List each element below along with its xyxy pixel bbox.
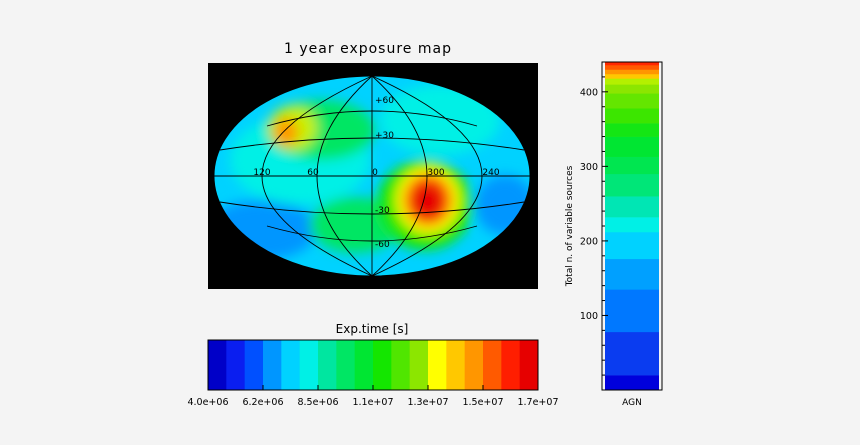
colorbar-cell (605, 108, 659, 124)
colorbar-cell (605, 64, 659, 70)
colorbar-cell (501, 340, 521, 390)
colorbar-cell (354, 340, 374, 390)
graticule (213, 75, 531, 277)
latitude-line (219, 201, 525, 215)
colorbar-cell (605, 289, 659, 333)
colorbar-tick-label: 200 (580, 236, 598, 247)
meridian-line (371, 75, 428, 277)
colorbar-tick-label: 100 (580, 311, 598, 322)
colorbar-cell (605, 231, 659, 260)
vertical-colorbar (605, 62, 659, 391)
colorbar-tick-label: 300 (580, 162, 598, 173)
lat-label: -30 (375, 206, 390, 216)
colorbar-cell (263, 340, 282, 390)
colorbar-cell (281, 340, 301, 390)
colorbar-cell (483, 340, 502, 390)
map-blob-orange (274, 118, 298, 146)
map-title: 1 year exposure map (284, 41, 452, 57)
colorbar-cell (428, 340, 447, 390)
colorbar-cell (318, 340, 337, 390)
exposure-map: 120 60 0 300 240 +60 +30 -30 -60 (208, 63, 538, 289)
colorbar-cell (409, 340, 429, 390)
colorbar-cell (605, 258, 659, 290)
colorbar-tick-label: 8.5e+06 (297, 397, 338, 408)
meridian-line (371, 75, 483, 277)
latitude-line (266, 110, 478, 127)
colorbar-label: Exp.time [s] (336, 322, 409, 336)
colorbar-tick-label: 6.2e+06 (242, 397, 283, 408)
horizontal-colorbar (208, 340, 539, 390)
colorbar-cell (336, 340, 356, 390)
lon-label: 0 (372, 168, 378, 178)
colorbar-cell (446, 340, 466, 390)
lon-label: 240 (482, 168, 499, 178)
colorbar-tick-label: 4.0e+06 (187, 397, 228, 408)
colorbar-cell (605, 331, 659, 376)
colorbar-cell (464, 340, 484, 390)
colorbar-cell (605, 93, 659, 109)
vertical-colorbar-ylabel: Total n. of variable sources (565, 165, 575, 287)
lon-label: 60 (307, 168, 319, 178)
lat-label: +30 (375, 131, 394, 141)
lon-label: 300 (427, 168, 444, 178)
latitude-line (219, 137, 525, 151)
lat-label: +60 (375, 96, 394, 106)
colorbar-cell (299, 340, 319, 390)
colorbar-tick-label: 1.7e+07 (517, 397, 558, 408)
colorbar-cell (605, 173, 659, 197)
colorbar-cell (226, 340, 246, 390)
colorbar-cell (391, 340, 411, 390)
colorbar-tick-label: 400 (580, 87, 598, 98)
colorbar-cell (605, 217, 659, 233)
vertical-colorbar-xlabel: AGN (622, 398, 642, 408)
colorbar-cell (605, 136, 659, 157)
colorbar-cell (519, 340, 539, 390)
colorbar-cell (208, 340, 227, 390)
colorbar-tick-label: 1.1e+07 (352, 397, 393, 408)
meridian-line (261, 75, 373, 277)
latitude-line (266, 225, 478, 242)
vertical-colorbar-ticks: 100 200 300 400 (580, 76, 608, 376)
map-blob-red (412, 183, 444, 219)
colorbar-cell (605, 62, 659, 66)
meridian-line (316, 75, 373, 277)
colorbar-cell (605, 84, 659, 94)
lat-label: -60 (375, 240, 390, 250)
colorbar-cell (605, 156, 659, 175)
map-blob-teal (380, 85, 500, 155)
colorbar-cell (373, 340, 392, 390)
colorbar-cell (605, 375, 659, 391)
colorbar-cell (605, 196, 659, 218)
colorbar-tick-label: 1.5e+07 (462, 397, 503, 408)
colorbar-cell (244, 340, 264, 390)
colorbar-tick-label: 1.3e+07 (407, 397, 448, 408)
colorbar-cell (605, 73, 659, 79)
colorbar-cell (605, 123, 659, 137)
colorbar-cell (605, 78, 659, 85)
lon-label: 120 (253, 168, 270, 178)
horizontal-colorbar-ticks: 4.0e+06 6.2e+06 8.5e+06 1.1e+07 1.3e+07 1.5e+… (187, 385, 559, 408)
colorbar-cell (605, 69, 659, 75)
